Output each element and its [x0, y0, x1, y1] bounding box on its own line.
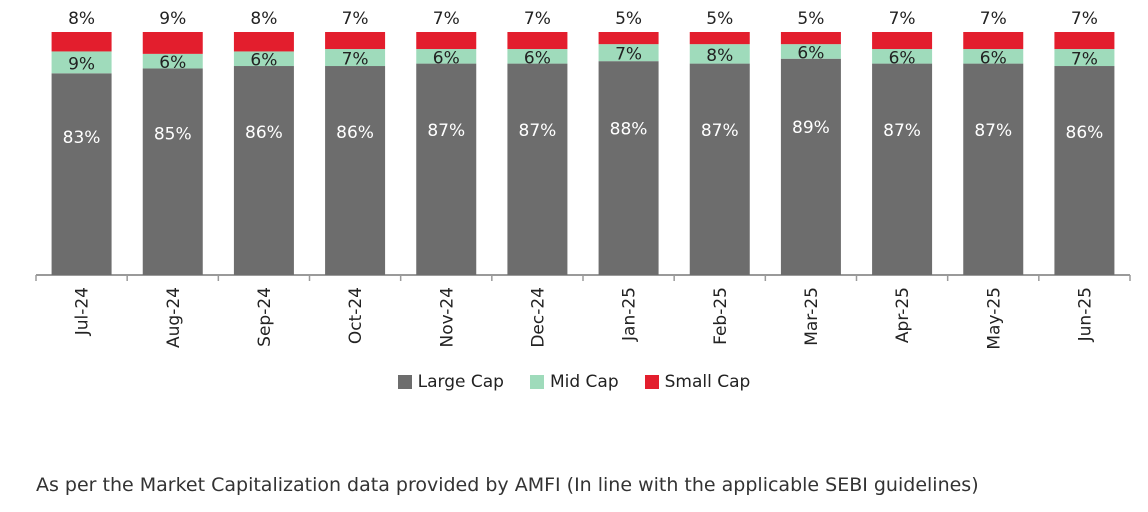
bar-segment-mid-cap: [598, 44, 659, 62]
legend-item-large-cap: Large Cap: [397, 372, 504, 392]
x-tick-label: Jul-24: [73, 287, 93, 336]
data-label-large-cap: 87%: [701, 121, 739, 141]
data-label-small-cap: 7%: [524, 9, 551, 29]
x-tick-label: Nov-24: [437, 287, 457, 348]
bar-segment-small-cap: [963, 32, 1024, 50]
bar-segment-mid-cap: [1054, 49, 1115, 67]
bar-segment-small-cap: [780, 32, 841, 45]
legend-swatch-mid-cap: [529, 375, 544, 389]
bar-segment-large-cap: [689, 63, 750, 276]
legend-swatch-large-cap: [397, 375, 412, 389]
data-label-large-cap: 85%: [154, 124, 192, 144]
x-tick-label: Jun-25: [1075, 287, 1095, 342]
bar-segment-large-cap: [416, 63, 477, 276]
bar-segment-mid-cap: [780, 44, 841, 59]
data-label-mid-cap: 6%: [889, 48, 916, 68]
bar-segment-small-cap: [142, 32, 203, 54]
data-label-mid-cap: 6%: [797, 43, 824, 63]
data-label-small-cap: 7%: [980, 9, 1007, 29]
data-label-large-cap: 87%: [974, 121, 1012, 141]
bar-segment-small-cap: [325, 32, 386, 50]
bar-segment-large-cap: [325, 66, 386, 276]
bar-segment-mid-cap: [963, 49, 1024, 64]
data-label-small-cap: 7%: [342, 9, 369, 29]
data-label-small-cap: 9%: [159, 9, 186, 29]
data-label-large-cap: 89%: [792, 118, 830, 138]
bar-segment-large-cap: [872, 63, 933, 276]
data-label-mid-cap: 6%: [980, 48, 1007, 68]
data-label-small-cap: 5%: [797, 9, 824, 29]
data-label-small-cap: 5%: [706, 9, 733, 29]
x-tick-label: Apr-25: [893, 287, 913, 343]
x-tick-label: Sep-24: [255, 287, 275, 347]
legend-swatch-small-cap: [644, 375, 659, 389]
bar-segment-mid-cap: [416, 49, 477, 64]
bar-segment-large-cap: [142, 68, 203, 275]
data-label-small-cap: 8%: [68, 9, 95, 29]
data-label-small-cap: 8%: [250, 9, 277, 29]
data-label-mid-cap: 8%: [706, 46, 733, 66]
bar-segment-mid-cap: [51, 51, 112, 74]
legend-item-mid-cap: Mid Cap: [529, 372, 619, 392]
bar-segment-mid-cap: [507, 49, 568, 64]
bar-segment-small-cap: [1054, 32, 1115, 50]
data-label-mid-cap: 6%: [250, 51, 277, 71]
data-label-large-cap: 87%: [427, 121, 465, 141]
data-label-small-cap: 5%: [615, 9, 642, 29]
data-label-mid-cap: 6%: [524, 48, 551, 68]
data-label-small-cap: 7%: [433, 9, 460, 29]
data-label-large-cap: 86%: [245, 123, 283, 143]
bar-segment-large-cap: [1054, 66, 1115, 276]
data-label-large-cap: 87%: [883, 121, 921, 141]
data-label-mid-cap: 7%: [1071, 50, 1098, 70]
data-label-small-cap: 7%: [889, 9, 916, 29]
bar-segment-small-cap: [872, 32, 933, 50]
bar-segment-small-cap: [233, 32, 294, 52]
footnote: As per the Market Capitalization data pr…: [36, 474, 979, 496]
bar-segment-small-cap: [51, 32, 112, 52]
stacked-bar-chart: 83% 9% 8% Jul-24 85% 6% 9% Aug-24 86% 6% 8% Sep-24 8…: [35, 9, 1131, 350]
data-label-mid-cap: 6%: [159, 53, 186, 73]
bar-segment-mid-cap: [872, 49, 933, 64]
bar-segment-mid-cap: [689, 44, 750, 64]
bar-segment-small-cap: [507, 32, 568, 50]
legend-label-mid-cap: Mid Cap: [549, 372, 619, 392]
x-tick-label: Oct-24: [346, 287, 366, 344]
data-label-large-cap: 87%: [519, 121, 557, 141]
data-label-mid-cap: 9%: [68, 54, 95, 74]
x-tick-label: Mar-25: [802, 287, 822, 346]
data-label-mid-cap: 7%: [342, 50, 369, 70]
data-label-mid-cap: 7%: [615, 45, 642, 65]
x-tick-label: Jan-25: [620, 287, 640, 342]
bar-segment-small-cap: [689, 32, 750, 45]
x-tick-label: May-25: [984, 287, 1004, 350]
legend: Large Cap Mid Cap Small Cap: [0, 372, 1148, 392]
x-tick-label: Aug-24: [164, 287, 184, 348]
data-label-large-cap: 86%: [1066, 123, 1104, 143]
bar-segment-small-cap: [416, 32, 477, 50]
data-label-large-cap: 86%: [336, 123, 374, 143]
bar-segment-large-cap: [780, 58, 841, 276]
data-label-large-cap: 88%: [610, 119, 648, 139]
bar-segment-mid-cap: [233, 51, 294, 67]
bar-segment-large-cap: [233, 66, 294, 276]
bar-segment-small-cap: [598, 32, 659, 45]
bar-segment-large-cap: [598, 61, 659, 275]
legend-item-small-cap: Small Cap: [644, 372, 751, 392]
bar-segment-mid-cap: [142, 53, 203, 69]
x-tick-label: Feb-25: [711, 287, 731, 345]
data-label-small-cap: 7%: [1071, 9, 1098, 29]
x-tick-label: Dec-24: [528, 287, 548, 348]
data-label-mid-cap: 6%: [433, 48, 460, 68]
bar-segment-large-cap: [51, 73, 112, 275]
bar-segment-large-cap: [963, 63, 1024, 276]
legend-label-small-cap: Small Cap: [664, 372, 751, 392]
data-label-large-cap: 83%: [63, 128, 101, 148]
bar-segment-mid-cap: [325, 49, 386, 67]
bar-segment-large-cap: [507, 63, 568, 276]
legend-label-large-cap: Large Cap: [417, 372, 504, 392]
